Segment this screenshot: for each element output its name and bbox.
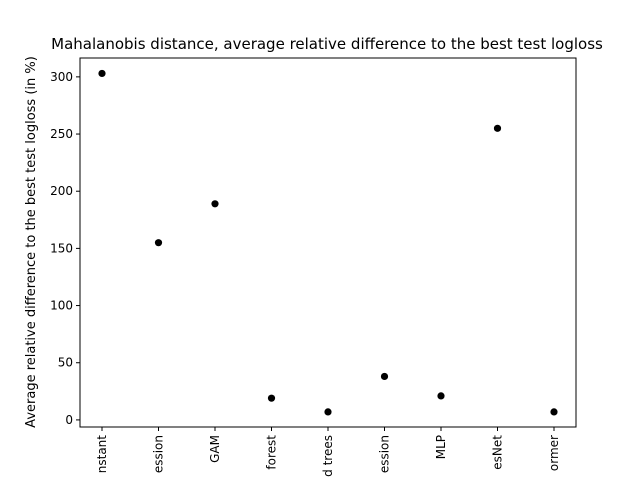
y-tick-label: 200 bbox=[50, 184, 73, 198]
x-tick-label: ession bbox=[378, 435, 392, 473]
y-tick-label: 0 bbox=[65, 413, 73, 427]
data-point bbox=[324, 408, 332, 416]
x-tick-label: MLP bbox=[434, 435, 448, 459]
chart-title: Mahalanobis distance, average relative d… bbox=[51, 35, 603, 53]
data-point bbox=[550, 408, 558, 416]
y-axis: 0 50 100 150 200 250 300 bbox=[50, 70, 80, 427]
data-point bbox=[437, 392, 445, 400]
data-point bbox=[267, 394, 276, 402]
y-tick-label: 150 bbox=[50, 241, 73, 255]
y-tick-label: 100 bbox=[50, 299, 73, 313]
x-tick-label: esNet bbox=[491, 435, 505, 470]
x-tick-label: ormer bbox=[547, 435, 561, 471]
data-point bbox=[211, 200, 219, 208]
data-point bbox=[98, 69, 106, 78]
data-points bbox=[98, 69, 558, 416]
data-point bbox=[380, 372, 389, 381]
y-axis-label: Average relative difference to the best … bbox=[24, 56, 39, 428]
x-tick-label: ession bbox=[152, 435, 166, 473]
x-tick-label: nstant bbox=[95, 435, 109, 474]
x-axis: nstant ession GAM forest d trees ession MLP esN… bbox=[95, 427, 561, 477]
data-point bbox=[493, 124, 502, 132]
data-point bbox=[154, 239, 163, 247]
y-tick-label: 250 bbox=[50, 127, 73, 141]
x-tick-label: forest bbox=[265, 435, 279, 470]
x-tick-label: GAM bbox=[208, 435, 222, 463]
y-tick-label: 300 bbox=[50, 70, 73, 84]
y-tick-label: 50 bbox=[58, 356, 73, 370]
x-tick-label: d trees bbox=[321, 435, 335, 477]
